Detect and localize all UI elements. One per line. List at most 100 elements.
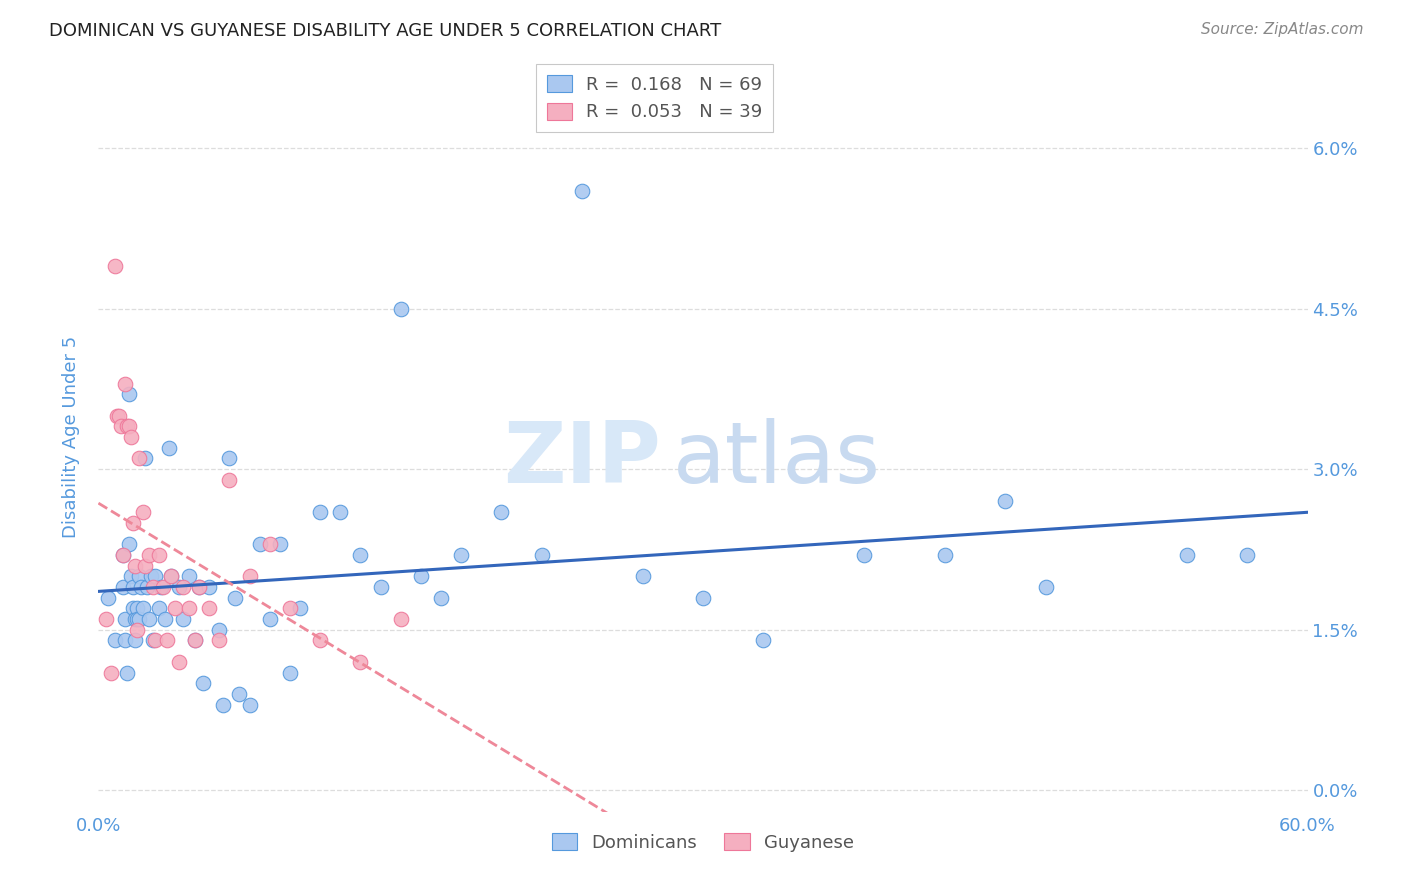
Point: [1236, 548, 1258, 562]
Point: [224, 591, 246, 605]
Point: [138, 548, 160, 562]
Point: [110, 419, 132, 434]
Point: [188, 580, 211, 594]
Point: [349, 548, 371, 562]
Point: [208, 633, 231, 648]
Point: [143, 569, 166, 583]
Point: [172, 580, 194, 594]
Point: [121, 516, 143, 530]
Point: [184, 633, 207, 648]
Point: [120, 430, 142, 444]
Point: [208, 623, 231, 637]
Text: Source: ZipAtlas.com: Source: ZipAtlas.com: [1201, 22, 1364, 37]
Point: [128, 569, 150, 583]
Point: [107, 409, 129, 423]
Point: [148, 548, 170, 562]
Point: [349, 655, 371, 669]
Point: [212, 698, 235, 712]
Point: [172, 612, 194, 626]
Point: [96, 612, 118, 626]
Point: [163, 601, 186, 615]
Point: [631, 569, 654, 583]
Point: [309, 633, 332, 648]
Point: [118, 537, 141, 551]
Point: [139, 569, 162, 583]
Point: [129, 580, 152, 594]
Point: [167, 655, 190, 669]
Text: ZIP: ZIP: [503, 418, 661, 501]
Point: [153, 612, 176, 626]
Text: atlas: atlas: [672, 418, 880, 501]
Point: [111, 580, 134, 594]
Point: [142, 633, 165, 648]
Point: [148, 601, 170, 615]
Point: [125, 601, 148, 615]
Point: [167, 580, 190, 594]
Point: [135, 580, 157, 594]
Point: [571, 184, 593, 198]
Point: [124, 612, 146, 626]
Point: [97, 591, 120, 605]
Point: [128, 451, 150, 466]
Point: [692, 591, 714, 605]
Point: [188, 580, 211, 594]
Point: [134, 558, 156, 573]
Point: [853, 548, 876, 562]
Point: [160, 569, 183, 583]
Point: [184, 633, 207, 648]
Point: [152, 580, 174, 594]
Point: [114, 612, 136, 626]
Point: [143, 633, 166, 648]
Point: [156, 633, 179, 648]
Point: [132, 505, 155, 519]
Point: [157, 441, 180, 455]
Point: [114, 376, 136, 391]
Point: [128, 612, 150, 626]
Point: [994, 494, 1017, 508]
Point: [198, 601, 221, 615]
Point: [149, 580, 172, 594]
Point: [278, 601, 301, 615]
Point: [218, 451, 240, 466]
Point: [105, 409, 128, 423]
Point: [430, 591, 453, 605]
Point: [118, 387, 141, 401]
Point: [132, 601, 155, 615]
Point: [370, 580, 392, 594]
Point: [114, 633, 136, 648]
Point: [530, 548, 553, 562]
Point: [100, 665, 122, 680]
Point: [1175, 548, 1198, 562]
Point: [142, 580, 165, 594]
Text: DOMINICAN VS GUYANESE DISABILITY AGE UNDER 5 CORRELATION CHART: DOMINICAN VS GUYANESE DISABILITY AGE UND…: [49, 22, 721, 40]
Point: [115, 419, 138, 434]
Point: [103, 259, 125, 273]
Point: [259, 537, 281, 551]
Point: [218, 473, 240, 487]
Point: [120, 569, 142, 583]
Point: [121, 601, 143, 615]
Point: [1035, 580, 1057, 594]
Point: [249, 537, 271, 551]
Point: [239, 569, 262, 583]
Point: [450, 548, 472, 562]
Point: [934, 548, 956, 562]
Point: [278, 665, 301, 680]
Point: [111, 548, 134, 562]
Point: [138, 612, 160, 626]
Point: [389, 612, 412, 626]
Point: [259, 612, 281, 626]
Point: [269, 537, 291, 551]
Point: [752, 633, 775, 648]
Point: [329, 505, 352, 519]
Legend: Dominicans, Guyanese: Dominicans, Guyanese: [544, 826, 862, 859]
Point: [125, 623, 148, 637]
Point: [121, 580, 143, 594]
Point: [491, 505, 513, 519]
Point: [124, 558, 146, 573]
Y-axis label: Disability Age Under 5: Disability Age Under 5: [62, 336, 80, 538]
Point: [134, 451, 156, 466]
Point: [228, 687, 250, 701]
Point: [124, 633, 146, 648]
Point: [193, 676, 215, 690]
